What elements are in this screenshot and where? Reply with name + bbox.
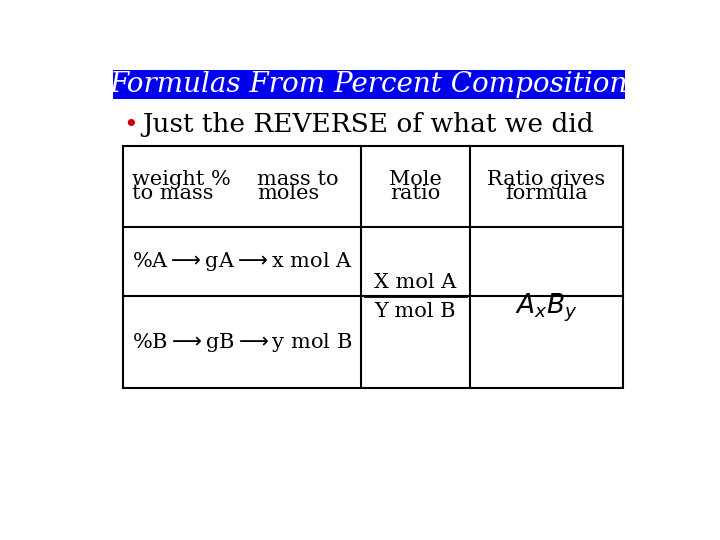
Bar [122,146,624,388]
Text: weight %: weight % [132,170,230,188]
Text: mass to: mass to [257,170,338,188]
FancyBboxPatch shape [113,70,625,99]
Text: Ratio gives: Ratio gives [487,170,606,188]
Text: Formulas From Percent Composition: Formulas From Percent Composition [110,71,628,98]
Text: formula: formula [505,184,588,202]
Text: Y mol B: Y mol B [374,302,456,321]
Text: Just the REVERSE of what we did: Just the REVERSE of what we did [143,112,594,137]
Text: to mass: to mass [132,184,213,202]
Text: X mol A: X mol A [374,273,456,292]
Text: Mole: Mole [389,170,442,188]
Text: %A$\longrightarrow$gA$\longrightarrow$x mol A: %A$\longrightarrow$gA$\longrightarrow$x … [132,249,353,273]
Text: $A_xB_y$: $A_xB_y$ [516,291,577,323]
Text: moles: moles [257,184,320,202]
Text: •: • [123,113,138,137]
Text: %B$\longrightarrow$gB$\longrightarrow$y mol B: %B$\longrightarrow$gB$\longrightarrow$y … [132,330,352,354]
Text: ratio: ratio [390,184,441,202]
